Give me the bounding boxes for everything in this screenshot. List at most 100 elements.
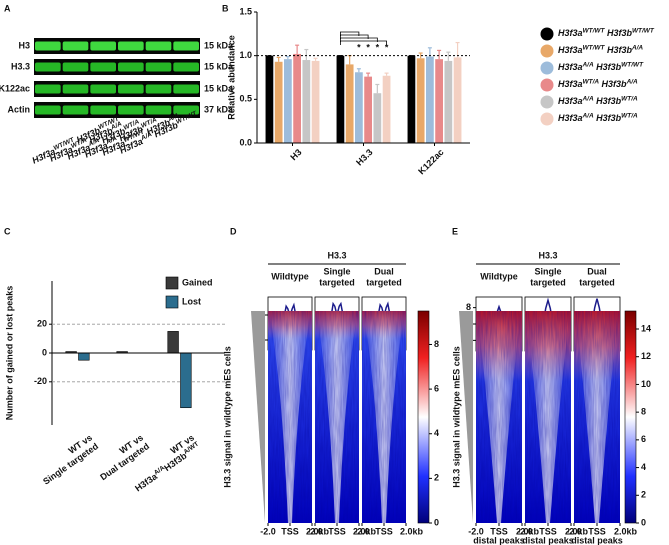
blot-band (173, 41, 199, 51)
y-tick-label: 8 (466, 302, 471, 312)
sort-wedge (251, 311, 265, 523)
y-tick-label: 1.0 (239, 50, 252, 60)
y-tick-label: 0.0 (239, 137, 252, 147)
bar (265, 55, 274, 143)
superscript: A/A (582, 95, 594, 102)
significance-bracket (340, 37, 378, 42)
blot-band (118, 105, 144, 115)
superscript: WT/A (621, 112, 638, 119)
bar (345, 64, 354, 143)
colorbar-tick-label: 6 (434, 383, 439, 393)
bar (364, 76, 372, 143)
heatmap-texture (268, 311, 312, 523)
colorbar-tick-label: 8 (641, 407, 646, 417)
gene-name: H3f3a (558, 96, 583, 106)
legend-marker (540, 44, 554, 58)
gene-name: H3f3b (604, 45, 632, 55)
y-axis-label: H3.3 signal in wildtype mES cells (451, 346, 461, 488)
x-tick-label: -2.0 (307, 526, 323, 536)
panel-label: A (4, 3, 11, 13)
superscript: WT/WT (632, 27, 655, 34)
gene-name: H3f3a (558, 113, 583, 123)
column-header: targeted (319, 277, 355, 287)
column-header: Wildtype (271, 271, 308, 281)
size-label: 37 kDa (204, 104, 234, 114)
bar (407, 55, 416, 143)
colorbar-tick-label: 10 (641, 379, 651, 389)
superscript: A/A (166, 112, 180, 124)
gene-name: H3f3b (594, 113, 622, 123)
heatmap-texture (362, 311, 406, 523)
column-header: targeted (366, 277, 402, 287)
bar (167, 331, 179, 354)
significance-star: * (385, 42, 389, 52)
x-axis-label: distal peaks (571, 535, 623, 545)
colorbar-tick-label: 2 (434, 473, 439, 483)
legend-label: H3f3aA/A H3f3bWT/A (558, 95, 638, 106)
x-tick-label: TSS (539, 526, 557, 536)
blot-band (118, 84, 144, 94)
size-label: 15 kDa (204, 61, 234, 71)
superscript: WT/A (583, 78, 600, 85)
legend-label: H3f3aWT/WT H3f3bA/A (558, 44, 643, 55)
panel-label: B (222, 3, 229, 13)
colorbar-tick-label: 4 (641, 462, 646, 472)
x-axis-label: distal peaks (473, 535, 525, 545)
y-tick-label: -20 (34, 376, 47, 386)
legend-label: Lost (182, 296, 201, 306)
x-tick-label: -2.0 (354, 526, 370, 536)
superscript: A/A (582, 61, 594, 68)
legend-label: Gained (182, 277, 213, 287)
heatmap-texture (525, 311, 571, 523)
blot-band (118, 62, 144, 72)
gene-name: H3f3b (599, 79, 627, 89)
bar (302, 60, 311, 143)
colorbar-tick-label: 0 (434, 517, 439, 527)
blot-band (145, 41, 172, 51)
bar (444, 60, 453, 144)
colorbar-tick-label: 0 (641, 517, 646, 527)
gene-name: H3f3b (594, 62, 622, 72)
legend-marker (540, 95, 554, 109)
x-tick-label: 2.0kb (516, 526, 540, 536)
blot-band (35, 41, 61, 51)
blot-band (90, 105, 116, 115)
legend-swatch (165, 295, 179, 309)
legend-marker (540, 78, 554, 92)
y-axis-label: Number of gained or lost peaks (4, 286, 14, 421)
y-axis-label: H3.3 signal in wildtype mES cells (222, 346, 232, 488)
blot-band (145, 105, 172, 115)
row-label: H3 (18, 40, 30, 50)
panel-title: H3.3 (327, 250, 346, 260)
sort-wedge (459, 311, 473, 523)
superscript: WT/WT (583, 44, 606, 51)
x-tick-label: TSS (588, 526, 606, 536)
superscript: WT/WT (621, 61, 644, 68)
x-tick-label: TSS (281, 526, 299, 536)
blot-band (62, 41, 89, 51)
blot-band (35, 105, 61, 115)
gene-name: H3f3b (604, 28, 632, 38)
colorbar-tick-label: 2 (641, 490, 646, 500)
significance-bracket (340, 40, 387, 45)
gene-name: H3f3b (594, 96, 622, 106)
x-axis-label: distal peaks (522, 535, 574, 545)
y-tick-label: 0 (42, 347, 47, 357)
heatmap-texture (476, 311, 522, 523)
superscript: A/A (626, 78, 638, 85)
blot-band (145, 62, 172, 72)
panel-label: E (452, 226, 458, 236)
superscript: A/A (104, 135, 118, 147)
column-header: Wildtype (480, 271, 517, 281)
bar (284, 59, 292, 143)
size-label: 15 kDa (204, 40, 234, 50)
bar (180, 352, 192, 409)
colorbar-tick-label: 8 (434, 339, 439, 349)
y-tick-label: 0.5 (239, 94, 252, 104)
superscript: A/A (631, 44, 643, 51)
bar (274, 61, 283, 143)
x-tick-label: 2.0kb (400, 526, 424, 536)
significance-star: * (376, 42, 380, 52)
y-axis-label: Relative abundance (226, 35, 236, 120)
size-label: 15 kDa (204, 83, 234, 93)
